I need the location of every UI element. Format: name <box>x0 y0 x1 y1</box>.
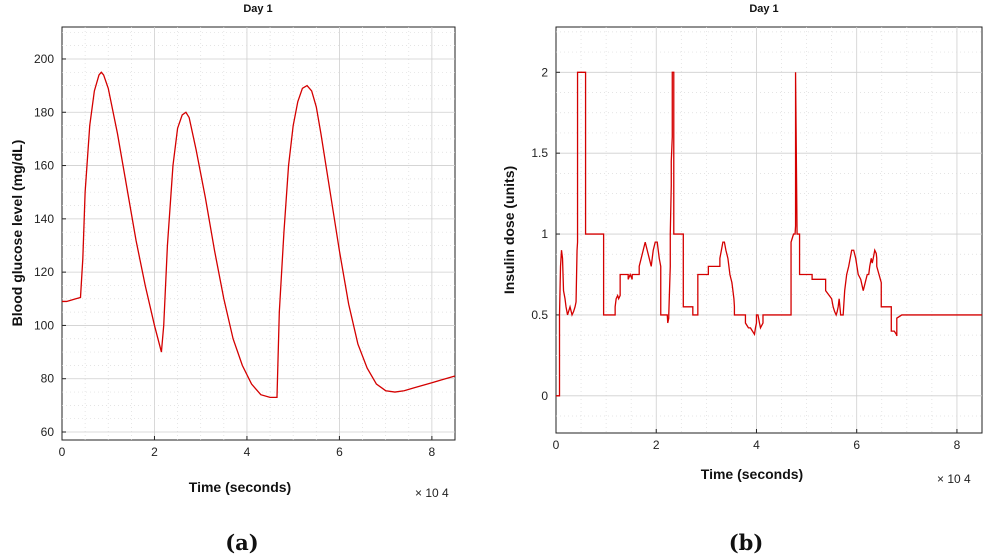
chart-b-plot-frame <box>555 26 983 434</box>
y-tick-label: 180 <box>34 105 54 119</box>
chart-b-title: Day 1 <box>749 3 778 15</box>
x-tick-label: 4 <box>244 445 251 459</box>
chart-a: Day 1 0 2 4 6 8 60 80 100 120 140 160 180 200 Blood… <box>9 3 456 555</box>
x-tick-label: 8 <box>954 438 961 452</box>
y-tick-label: 0 <box>541 389 548 403</box>
x-tick-label: 2 <box>151 445 158 459</box>
x-tick-label: 0 <box>553 438 560 452</box>
chart-b-x-multiplier: × 10 4 <box>937 472 971 486</box>
chart-a-glucose-line <box>62 71 456 399</box>
y-tick-label: 60 <box>41 425 55 439</box>
chart-a-caption: (a) <box>225 530 258 555</box>
chart-a-title: Day 1 <box>243 3 272 15</box>
x-tick-label: 2 <box>653 438 660 452</box>
x-tick-label: 4 <box>753 438 760 452</box>
chart-a-x-multiplier: × 10 4 <box>415 486 449 500</box>
y-tick-label: 1.5 <box>531 146 548 160</box>
chart-a-x-axis-label: Time (seconds) <box>189 479 291 495</box>
chart-a-x-ticks: 0 2 4 6 8 <box>59 436 436 459</box>
y-tick-label: 80 <box>41 372 55 386</box>
x-tick-label: 8 <box>429 445 436 459</box>
x-tick-label: 6 <box>336 445 343 459</box>
y-tick-label: 1 <box>541 227 548 241</box>
y-tick-label: 140 <box>34 212 54 226</box>
chart-b-caption: (b) <box>729 530 764 555</box>
chart-b-y-ticks: 0 0.5 1 1.5 2 <box>531 65 560 403</box>
x-tick-label: 0 <box>59 445 66 459</box>
chart-a-y-ticks: 60 80 100 120 140 160 180 200 <box>34 52 66 439</box>
y-tick-label: 200 <box>34 52 54 66</box>
chart-a-y-axis-label: Blood glucose level (mg/dL) <box>9 140 25 327</box>
x-tick-label: 6 <box>853 438 860 452</box>
chart-b: Day 1 0 2 4 6 8 0 0.5 1 1.5 2 Insulin dose (unit… <box>501 3 983 555</box>
chart-b-x-axis-label: Time (seconds) <box>701 466 803 482</box>
chart-b-insulin-line <box>556 71 982 397</box>
y-tick-label: 100 <box>34 318 54 332</box>
y-tick-label: 120 <box>34 265 54 279</box>
chart-b-y-axis-label: Insulin dose (units) <box>501 166 517 294</box>
y-tick-label: 160 <box>34 159 54 173</box>
y-tick-label: 2 <box>541 65 548 79</box>
y-tick-label: 0.5 <box>531 308 548 322</box>
chart-b-x-ticks: 0 2 4 6 8 <box>553 429 961 452</box>
chart-a-plot-frame <box>61 26 456 441</box>
